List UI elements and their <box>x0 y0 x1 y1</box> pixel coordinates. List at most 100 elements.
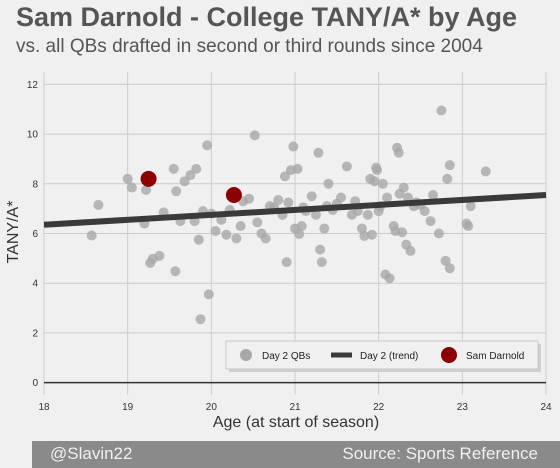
day2-point <box>397 227 408 238</box>
data-points <box>86 105 491 325</box>
day2-point <box>402 192 413 203</box>
legend-box <box>225 340 539 370</box>
day2-point <box>313 147 324 158</box>
day2-point <box>369 176 380 187</box>
day2-point <box>393 147 404 158</box>
day2-point <box>319 223 330 234</box>
day2-point <box>203 289 214 300</box>
day2-point <box>281 257 292 268</box>
day2-point <box>221 229 232 240</box>
x-tick-labels: 18 19 20 21 22 23 24 <box>38 402 552 413</box>
y-tick-label: 4 <box>32 279 38 290</box>
day2-point <box>283 197 294 208</box>
day2-point <box>195 314 206 325</box>
day2-point <box>436 105 447 116</box>
day2-point <box>362 209 373 220</box>
source-credit: Source: Sports Reference <box>342 444 538 463</box>
day2-point <box>288 141 299 152</box>
day2-point <box>170 266 181 277</box>
day2-point <box>316 257 327 268</box>
day2-point <box>359 230 370 241</box>
day2-point <box>171 186 182 197</box>
x-tick-label: 22 <box>373 402 385 413</box>
darnold-point <box>140 170 157 187</box>
day2-point <box>428 189 439 200</box>
darnold-points <box>140 170 242 203</box>
day2-point <box>210 226 221 237</box>
footer-bar: @Slavin22 Source: Sports Reference <box>32 441 560 468</box>
x-tick-label: 23 <box>457 402 469 413</box>
day2-point <box>306 191 317 202</box>
day2-point <box>243 193 254 204</box>
day2-point <box>384 273 395 284</box>
day2-point <box>440 255 451 266</box>
day2-point <box>154 250 165 261</box>
day2-point <box>86 230 97 241</box>
day2-point <box>366 229 377 240</box>
day2-point <box>279 171 290 182</box>
day2-point <box>252 217 263 228</box>
y-tick-label: 0 <box>32 378 38 389</box>
x-tick-label: 20 <box>206 402 218 413</box>
day2-point <box>249 130 260 141</box>
day2-point <box>193 234 204 245</box>
author-handle: @Slavin22 <box>50 444 133 463</box>
day2-point <box>382 192 393 203</box>
day2-point <box>315 244 326 255</box>
day2-point <box>185 170 196 181</box>
legend-marker-darnold <box>441 347 457 363</box>
day2-point <box>273 194 284 205</box>
day2-point <box>433 228 444 239</box>
day2-point <box>141 185 152 196</box>
y-tick-label: 6 <box>32 229 38 240</box>
day2-point <box>336 192 347 203</box>
y-tick-label: 8 <box>32 179 38 190</box>
day2-point <box>294 228 305 239</box>
x-tick-label: 24 <box>540 402 552 413</box>
day2-point <box>377 178 388 189</box>
legend: Day 2 QBs Day 2 (trend) Sam Darnold <box>225 340 541 372</box>
chart-title: Sam Darnold - College TANY/A* by Age <box>16 2 518 32</box>
x-tick-label: 19 <box>122 402 134 413</box>
y-tick-label: 10 <box>27 130 39 141</box>
legend-label-trend: Day 2 (trend) <box>360 351 418 362</box>
day2-point <box>292 163 303 174</box>
day2-point <box>310 209 321 220</box>
day2-point <box>405 245 416 256</box>
day2-point <box>444 263 455 274</box>
day2-point <box>231 233 242 244</box>
day2-point <box>465 201 476 212</box>
day2-point <box>371 162 382 173</box>
y-axis-label: TANY/A* <box>5 201 22 264</box>
day2-point <box>191 163 202 174</box>
day2-point <box>122 173 133 184</box>
x-tick-label: 18 <box>38 402 50 413</box>
day2-point <box>296 221 307 232</box>
day2-point <box>398 182 409 193</box>
day2-point <box>419 206 430 217</box>
trend-line <box>43 191 547 228</box>
x-axis-label: Age (at start of season) <box>213 414 379 431</box>
day2-point <box>480 166 491 177</box>
day2-point <box>179 176 190 187</box>
chart-subtitle: vs. all QBs drafted in second or third r… <box>16 36 483 57</box>
day2-point <box>260 233 271 244</box>
legend-label-darnold: Sam Darnold <box>466 351 524 362</box>
y-tick-labels: 0 2 4 6 8 10 12 <box>27 80 39 389</box>
day2-point <box>323 178 334 189</box>
day2-point <box>235 221 246 232</box>
day2-point <box>202 140 213 151</box>
legend-label-day2: Day 2 QBs <box>262 351 310 362</box>
y-tick-label: 2 <box>32 328 38 339</box>
x-tick-label: 21 <box>289 402 301 413</box>
legend-marker-day2 <box>240 349 252 361</box>
day2-point <box>444 160 455 171</box>
day2-point <box>126 182 137 193</box>
day2-point <box>93 199 104 210</box>
day2-point <box>425 216 436 227</box>
darnold-point <box>225 186 242 203</box>
day2-point <box>442 173 453 184</box>
day2-point <box>168 163 179 174</box>
day2-point <box>463 221 474 232</box>
day2-point <box>341 161 352 172</box>
